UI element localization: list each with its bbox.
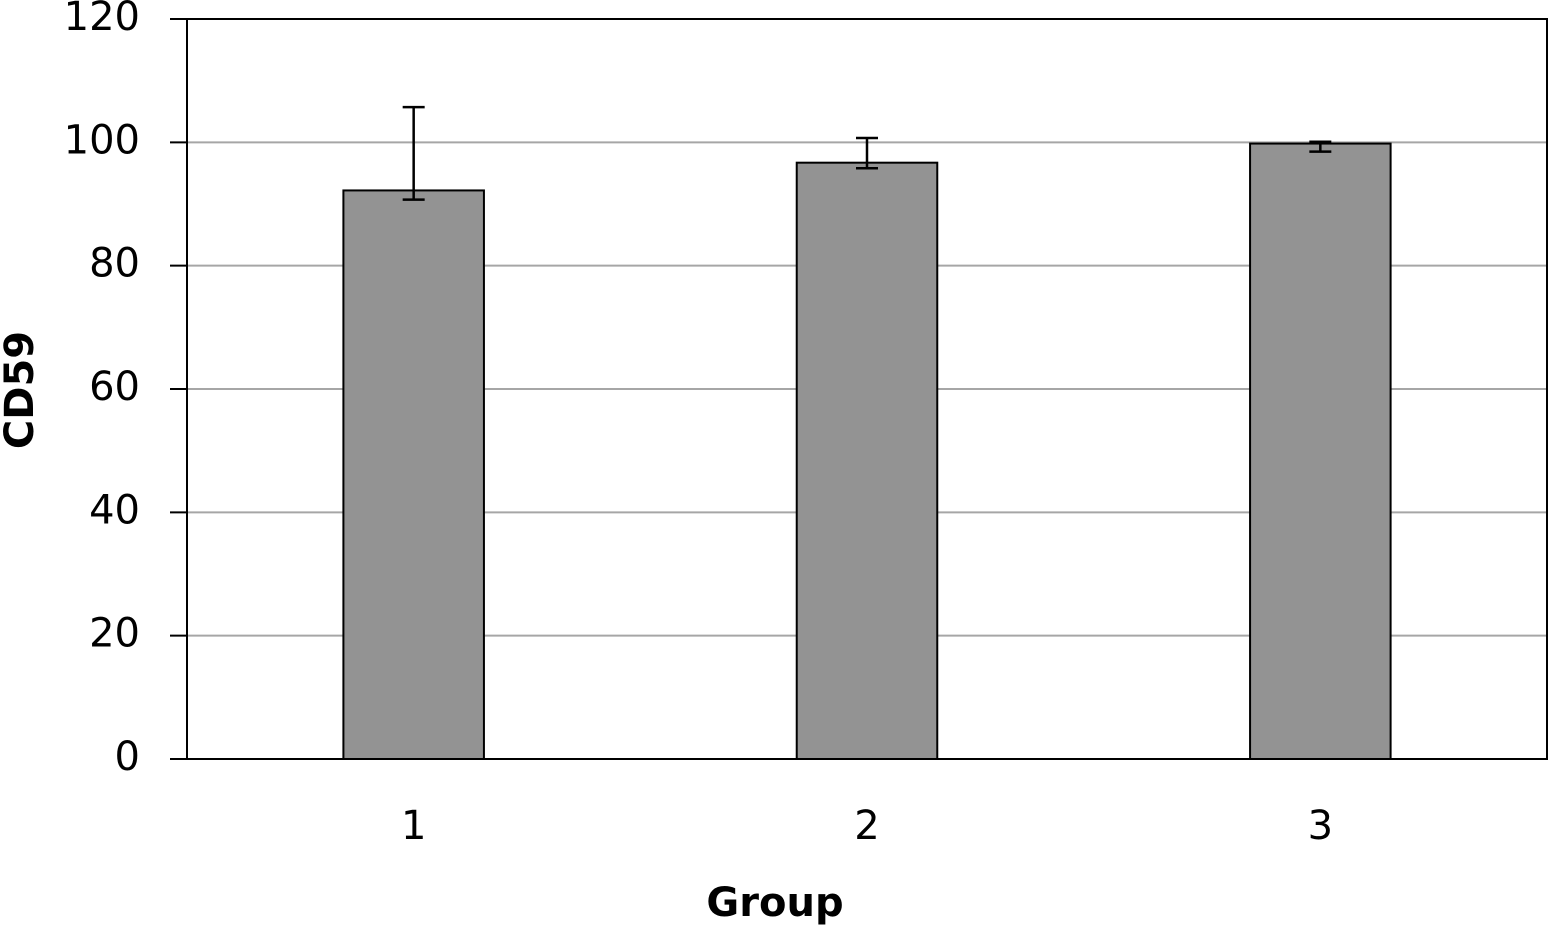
y-axis-title: CD59 — [0, 331, 43, 449]
x-tick-label: 2 — [854, 803, 879, 849]
y-tick-label: 120 — [64, 0, 140, 40]
x-tick-label: 1 — [401, 803, 426, 849]
bar — [342, 189, 485, 760]
bar — [795, 161, 939, 760]
y-tick-label: 80 — [89, 241, 140, 287]
y-tick-label: 100 — [64, 117, 140, 163]
y-tick-label: 0 — [115, 734, 140, 780]
x-axis-title: Group — [706, 880, 843, 926]
x-tick-label: 3 — [1308, 803, 1333, 849]
bar — [1249, 142, 1392, 761]
y-tick-label: 40 — [89, 487, 140, 533]
y-tick-label: 60 — [89, 364, 140, 410]
y-tick-label: 20 — [89, 611, 140, 657]
